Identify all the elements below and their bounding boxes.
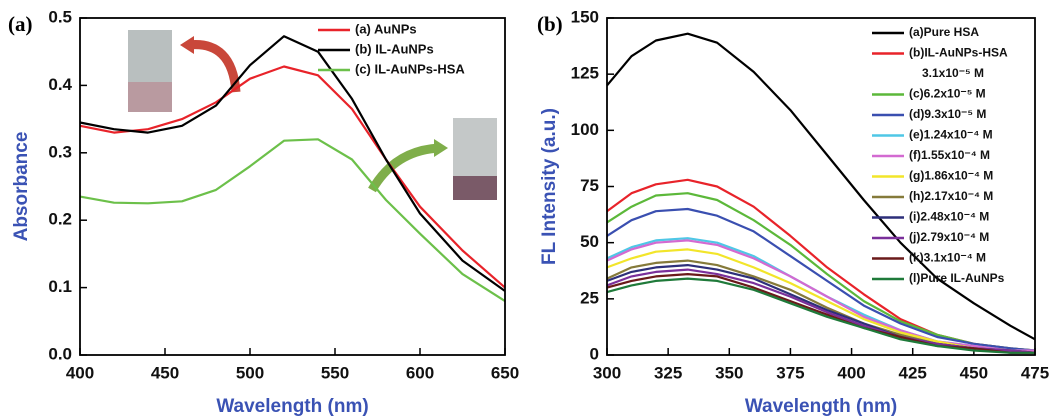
- legend-label: (b)IL-AuNPs-HSA: [909, 46, 1008, 60]
- legend-label: (b) IL-AuNPs: [355, 41, 434, 56]
- x-tick-label: 325: [654, 363, 682, 382]
- data-line: [606, 32, 1036, 341]
- x-tick-label: 650: [491, 363, 519, 382]
- y-tick-label: 50: [580, 232, 599, 251]
- arrow: [368, 143, 441, 193]
- arrow-head: [434, 139, 448, 157]
- vial-liquid: [128, 82, 172, 112]
- legend-label: (j)2.79x10⁻⁴ M: [909, 230, 989, 244]
- data-line: [79, 35, 506, 292]
- y-tick-label: 0.4: [48, 75, 72, 94]
- panel-label: (a): [8, 12, 33, 36]
- y-tick-label: 0: [590, 344, 599, 363]
- data-line: [606, 239, 1035, 352]
- legend-label: (l)Pure IL-AuNPs: [909, 271, 1005, 285]
- legend-label: (d)9.3x10⁻⁵ M: [909, 107, 986, 121]
- legend-label: (i)2.48x10⁻⁴ M: [909, 210, 989, 224]
- plot-frame: [606, 17, 1036, 356]
- x-tick-label: 475: [1021, 363, 1049, 382]
- y-tick-label: 0.0: [48, 344, 72, 363]
- y-tick-label: 125: [571, 64, 599, 83]
- legend-label: (c)6.2x10⁻⁵ M: [909, 87, 986, 101]
- panel-label: (b): [537, 12, 563, 36]
- y-tick-label: 100: [571, 120, 599, 139]
- data-line: [606, 178, 1036, 352]
- vial-liquid: [453, 176, 497, 200]
- y-tick-label: 75: [580, 176, 599, 195]
- y-axis-title: FL Intensity (a.u.): [539, 108, 560, 265]
- legend-label: 3.1x10⁻⁵ M: [922, 66, 984, 80]
- data-line: [606, 277, 1035, 354]
- plot-frame: [79, 17, 506, 356]
- x-tick-label: 400: [837, 363, 865, 382]
- legend-label: (f)1.55x10⁻⁴ M: [909, 148, 990, 162]
- arrow: [187, 40, 241, 93]
- legend-label: (k)3.1x10⁻⁴ M: [909, 251, 986, 265]
- x-tick-label: 350: [715, 363, 743, 382]
- legend-label: (e)1.24x10⁻⁴ M: [909, 128, 993, 142]
- data-line: [606, 273, 1035, 354]
- data-line: [606, 207, 1036, 352]
- y-tick-label: 0.1: [48, 277, 72, 296]
- x-axis-title: Wavelength (nm): [745, 396, 897, 417]
- y-tick-label: 0.2: [48, 210, 72, 229]
- arrow-head: [180, 36, 194, 54]
- y-tick-label: 0.3: [48, 142, 72, 161]
- data-line: [79, 138, 506, 303]
- y-axis-title: Absorbance: [11, 132, 32, 242]
- x-tick-label: 375: [776, 363, 804, 382]
- x-tick-label: 550: [321, 363, 349, 382]
- x-tick-label: 500: [236, 363, 264, 382]
- x-tick-label: 400: [66, 363, 94, 382]
- legend-label: (a)Pure HSA: [909, 25, 979, 39]
- x-axis-title: Wavelength (nm): [216, 396, 368, 417]
- y-tick-label: 150: [571, 7, 599, 26]
- x-tick-label: 450: [151, 363, 179, 382]
- x-tick-label: 300: [593, 363, 621, 382]
- legend-label: (a) AuNPs: [355, 21, 417, 36]
- y-tick-label: 25: [580, 288, 599, 307]
- legend-label: (c) IL-AuNPs-HSA: [355, 61, 465, 76]
- data-line: [79, 65, 506, 289]
- x-tick-label: 425: [899, 363, 927, 382]
- y-tick-label: 0.5: [48, 7, 72, 26]
- x-tick-label: 600: [406, 363, 434, 382]
- x-tick-label: 450: [960, 363, 988, 382]
- inset-a: [128, 30, 497, 200]
- legend-label: (g)1.86x10⁻⁴ M: [909, 169, 993, 183]
- legend-label: (h)2.17x10⁻⁴ M: [909, 189, 993, 203]
